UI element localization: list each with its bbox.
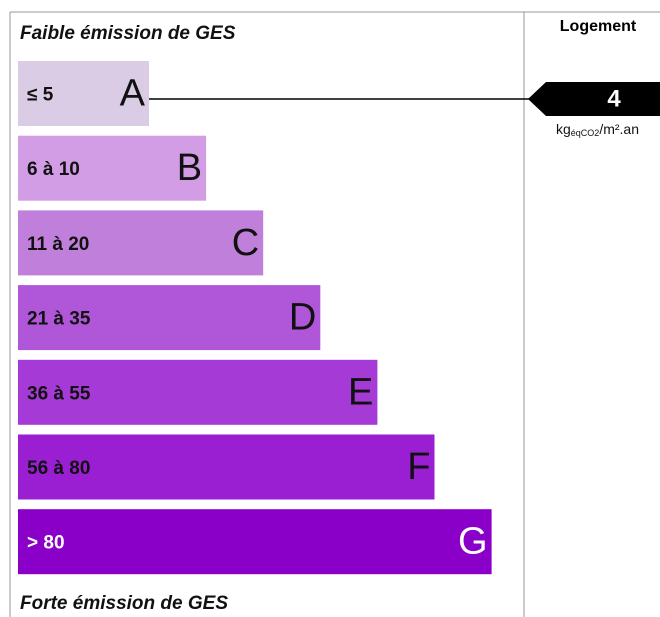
class-letter: D bbox=[289, 297, 316, 339]
unit-suffix: /m².an bbox=[599, 121, 639, 137]
class-letter: A bbox=[120, 73, 146, 115]
header-title: Faible émission de GES bbox=[20, 23, 236, 44]
class-bar bbox=[18, 285, 321, 351]
class-letter: G bbox=[458, 521, 488, 563]
class-range: 6 à 10 bbox=[27, 159, 80, 180]
housing-label: Logement bbox=[560, 18, 637, 35]
class-range: 11 à 20 bbox=[27, 234, 89, 255]
class-range: > 80 bbox=[27, 533, 65, 554]
class-bar bbox=[18, 61, 149, 126]
class-bar bbox=[18, 509, 492, 575]
unit: kg bbox=[556, 121, 571, 137]
class-letter: E bbox=[348, 371, 373, 413]
class-bar bbox=[18, 135, 207, 201]
class-range: 21 à 35 bbox=[27, 309, 91, 330]
class-bar bbox=[18, 210, 264, 276]
class-letter: C bbox=[232, 222, 259, 264]
footer-title: Forte émission de GES bbox=[20, 593, 228, 614]
value-arrow bbox=[528, 82, 660, 116]
class-range: ≤ 5 bbox=[27, 85, 54, 106]
class-bar bbox=[18, 434, 435, 500]
class-range: 36 à 55 bbox=[27, 383, 91, 404]
unit-sub: éqCO2 bbox=[571, 128, 600, 138]
class-letter: B bbox=[177, 147, 202, 189]
class-bar bbox=[18, 359, 378, 425]
class-letter: F bbox=[407, 446, 430, 488]
housing-value: 4 bbox=[607, 85, 621, 112]
housing-unit: kgéqCO2/m².an bbox=[556, 121, 639, 139]
class-range: 56 à 80 bbox=[27, 458, 90, 479]
